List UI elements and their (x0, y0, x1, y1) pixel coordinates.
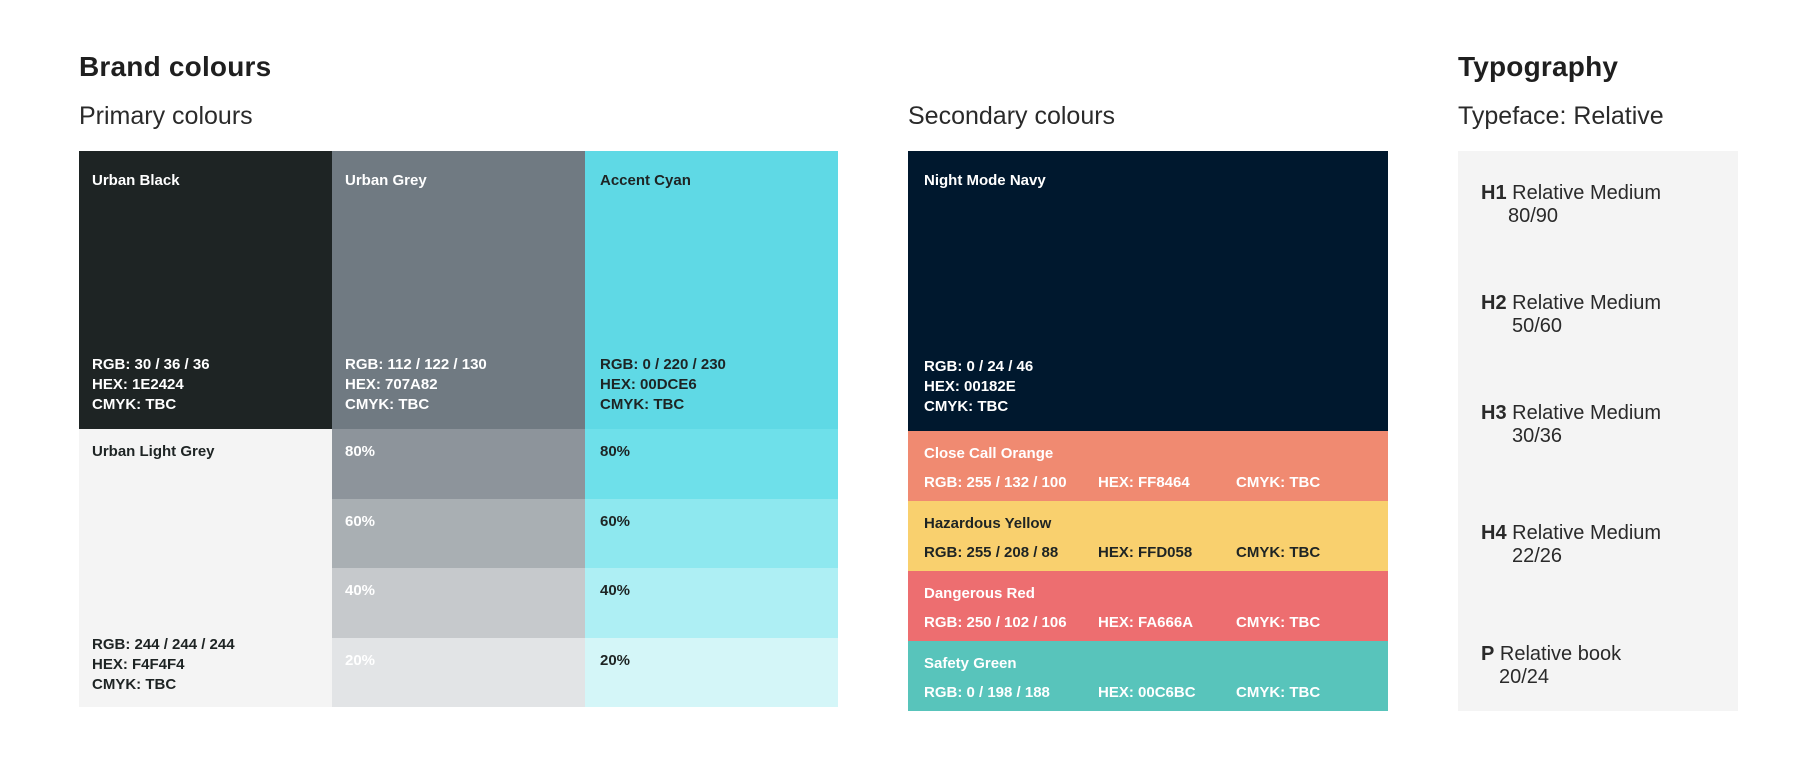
swatch-urban-grey: Urban Grey RGB: 112 / 122 / 130 HEX: 707… (332, 151, 585, 429)
brand-colours-heading: Brand colours (79, 51, 272, 82)
swatch-hex: HEX: F4F4F4 (92, 656, 185, 673)
swatch-cmyk: CMYK: TBC (92, 396, 177, 413)
swatch-hex: HEX: 707A82 (345, 376, 438, 393)
swatch-accent-cyan: Accent Cyan RGB: 0 / 220 / 230 HEX: 00DC… (585, 151, 838, 429)
type-size: 80/90 (1508, 205, 1559, 227)
swatch-rgb: RGB: 255 / 208 / 88 (924, 544, 1059, 561)
swatch-name: Urban Black (92, 172, 180, 189)
swatch-cmyk: CMYK: TBC (1236, 684, 1321, 701)
grey-tint-80: 80% (332, 429, 585, 499)
swatch-cmyk: CMYK: TBC (1236, 614, 1321, 631)
swatch-close-call-orange: Close Call Orange RGB: 255 / 132 / 100 H… (908, 431, 1388, 501)
swatch-name: Night Mode Navy (924, 172, 1046, 189)
type-size: 50/60 (1512, 315, 1563, 337)
tint-label: 40% (345, 582, 376, 599)
grey-tint-20: 20% (332, 638, 585, 707)
swatch-hex: HEX: FF8464 (1098, 474, 1190, 491)
swatch-name: Close Call Orange (924, 445, 1054, 462)
type-size: 30/36 (1512, 425, 1563, 447)
swatch-night-mode-navy: Night Mode Navy RGB: 0 / 24 / 46 HEX: 00… (908, 151, 1388, 431)
tint-label: 80% (345, 443, 376, 460)
typeface-heading: Typeface: Relative (1458, 102, 1664, 130)
typography-p: P Relative book 20/24 (1481, 643, 1621, 689)
swatch-name: Urban Light Grey (92, 443, 215, 460)
typography-panel (1458, 151, 1738, 711)
type-name: Relative Medium (1512, 522, 1662, 544)
type-tag: H1 (1481, 182, 1507, 204)
typography-h3: H3 Relative Medium 30/36 (1481, 402, 1661, 448)
swatch-cmyk: CMYK: TBC (600, 396, 685, 413)
cyan-tint-60: 60% (585, 499, 838, 568)
swatch-dangerous-red: Dangerous Red RGB: 250 / 102 / 106 HEX: … (908, 571, 1388, 641)
cyan-tint-40: 40% (585, 568, 838, 638)
swatch-rgb: RGB: 250 / 102 / 106 (924, 614, 1067, 631)
swatch-rgb: RGB: 30 / 36 / 36 (92, 356, 210, 373)
swatch-cmyk: CMYK: TBC (92, 676, 177, 693)
swatch-hex: HEX: FFD058 (1098, 544, 1193, 561)
swatch-name: Accent Cyan (600, 172, 691, 189)
tint-label: 20% (345, 652, 376, 669)
swatch-rgb: RGB: 0 / 198 / 188 (924, 684, 1050, 701)
swatch-rgb: RGB: 255 / 132 / 100 (924, 474, 1067, 491)
swatch-rgb: RGB: 244 / 244 / 244 (92, 636, 235, 653)
tint-label: 20% (600, 652, 631, 669)
swatch-cmyk: CMYK: TBC (345, 396, 430, 413)
grey-tint-40: 40% (332, 568, 585, 638)
swatch-hex: HEX: 00182E (924, 378, 1016, 395)
swatch-urban-black: Urban Black RGB: 30 / 36 / 36 HEX: 1E242… (79, 151, 332, 429)
typography-h1: H1 Relative Medium 80/90 (1481, 182, 1661, 228)
swatch-rgb: RGB: 0 / 220 / 230 (600, 356, 726, 373)
tint-label: 80% (600, 443, 631, 460)
swatch-urban-light-grey: Urban Light Grey RGB: 244 / 244 / 244 HE… (79, 429, 332, 707)
swatch-cmyk: CMYK: TBC (1236, 474, 1321, 491)
type-tag: H2 (1481, 292, 1507, 314)
swatch-rgb: RGB: 0 / 24 / 46 (924, 358, 1034, 375)
swatch-name: Hazardous Yellow (924, 515, 1052, 532)
swatch-hex: HEX: 00C6BC (1098, 684, 1196, 701)
secondary-colours-heading: Secondary colours (908, 102, 1116, 130)
tint-label: 60% (345, 513, 376, 530)
type-name: Relative Medium (1512, 402, 1662, 424)
typography-h2: H2 Relative Medium 50/60 (1481, 292, 1661, 338)
swatch-name: Dangerous Red (924, 585, 1035, 602)
swatch-name: Safety Green (924, 655, 1017, 672)
type-size: 22/26 (1512, 545, 1563, 567)
cyan-tint-80: 80% (585, 429, 838, 499)
grey-tint-60: 60% (332, 499, 585, 568)
swatch-hex: HEX: 1E2424 (92, 376, 184, 393)
type-name: Relative Medium (1512, 292, 1662, 314)
swatch-cmyk: CMYK: TBC (924, 398, 1009, 415)
cyan-tint-20: 20% (585, 638, 838, 707)
type-tag: P (1481, 643, 1495, 665)
swatch-hazardous-yellow: Hazardous Yellow RGB: 255 / 208 / 88 HEX… (908, 501, 1388, 571)
primary-colours-heading: Primary colours (79, 102, 253, 130)
swatch-hex: HEX: 00DCE6 (600, 376, 697, 393)
type-size: 20/24 (1499, 666, 1550, 688)
tint-label: 60% (600, 513, 631, 530)
swatch-safety-green: Safety Green RGB: 0 / 198 / 188 HEX: 00C… (908, 641, 1388, 711)
typography-heading: Typography (1458, 51, 1619, 82)
swatch-cmyk: CMYK: TBC (1236, 544, 1321, 561)
tint-label: 40% (600, 582, 631, 599)
type-name: Relative book (1499, 643, 1622, 665)
swatch-name: Urban Grey (345, 172, 427, 189)
type-tag: H4 (1481, 522, 1507, 544)
swatch-rgb: RGB: 112 / 122 / 130 (345, 356, 487, 373)
type-name: Relative Medium (1512, 182, 1662, 204)
type-tag: H3 (1481, 402, 1507, 424)
typography-h4: H4 Relative Medium 22/26 (1481, 522, 1661, 568)
swatch-hex: HEX: FA666A (1098, 614, 1194, 631)
